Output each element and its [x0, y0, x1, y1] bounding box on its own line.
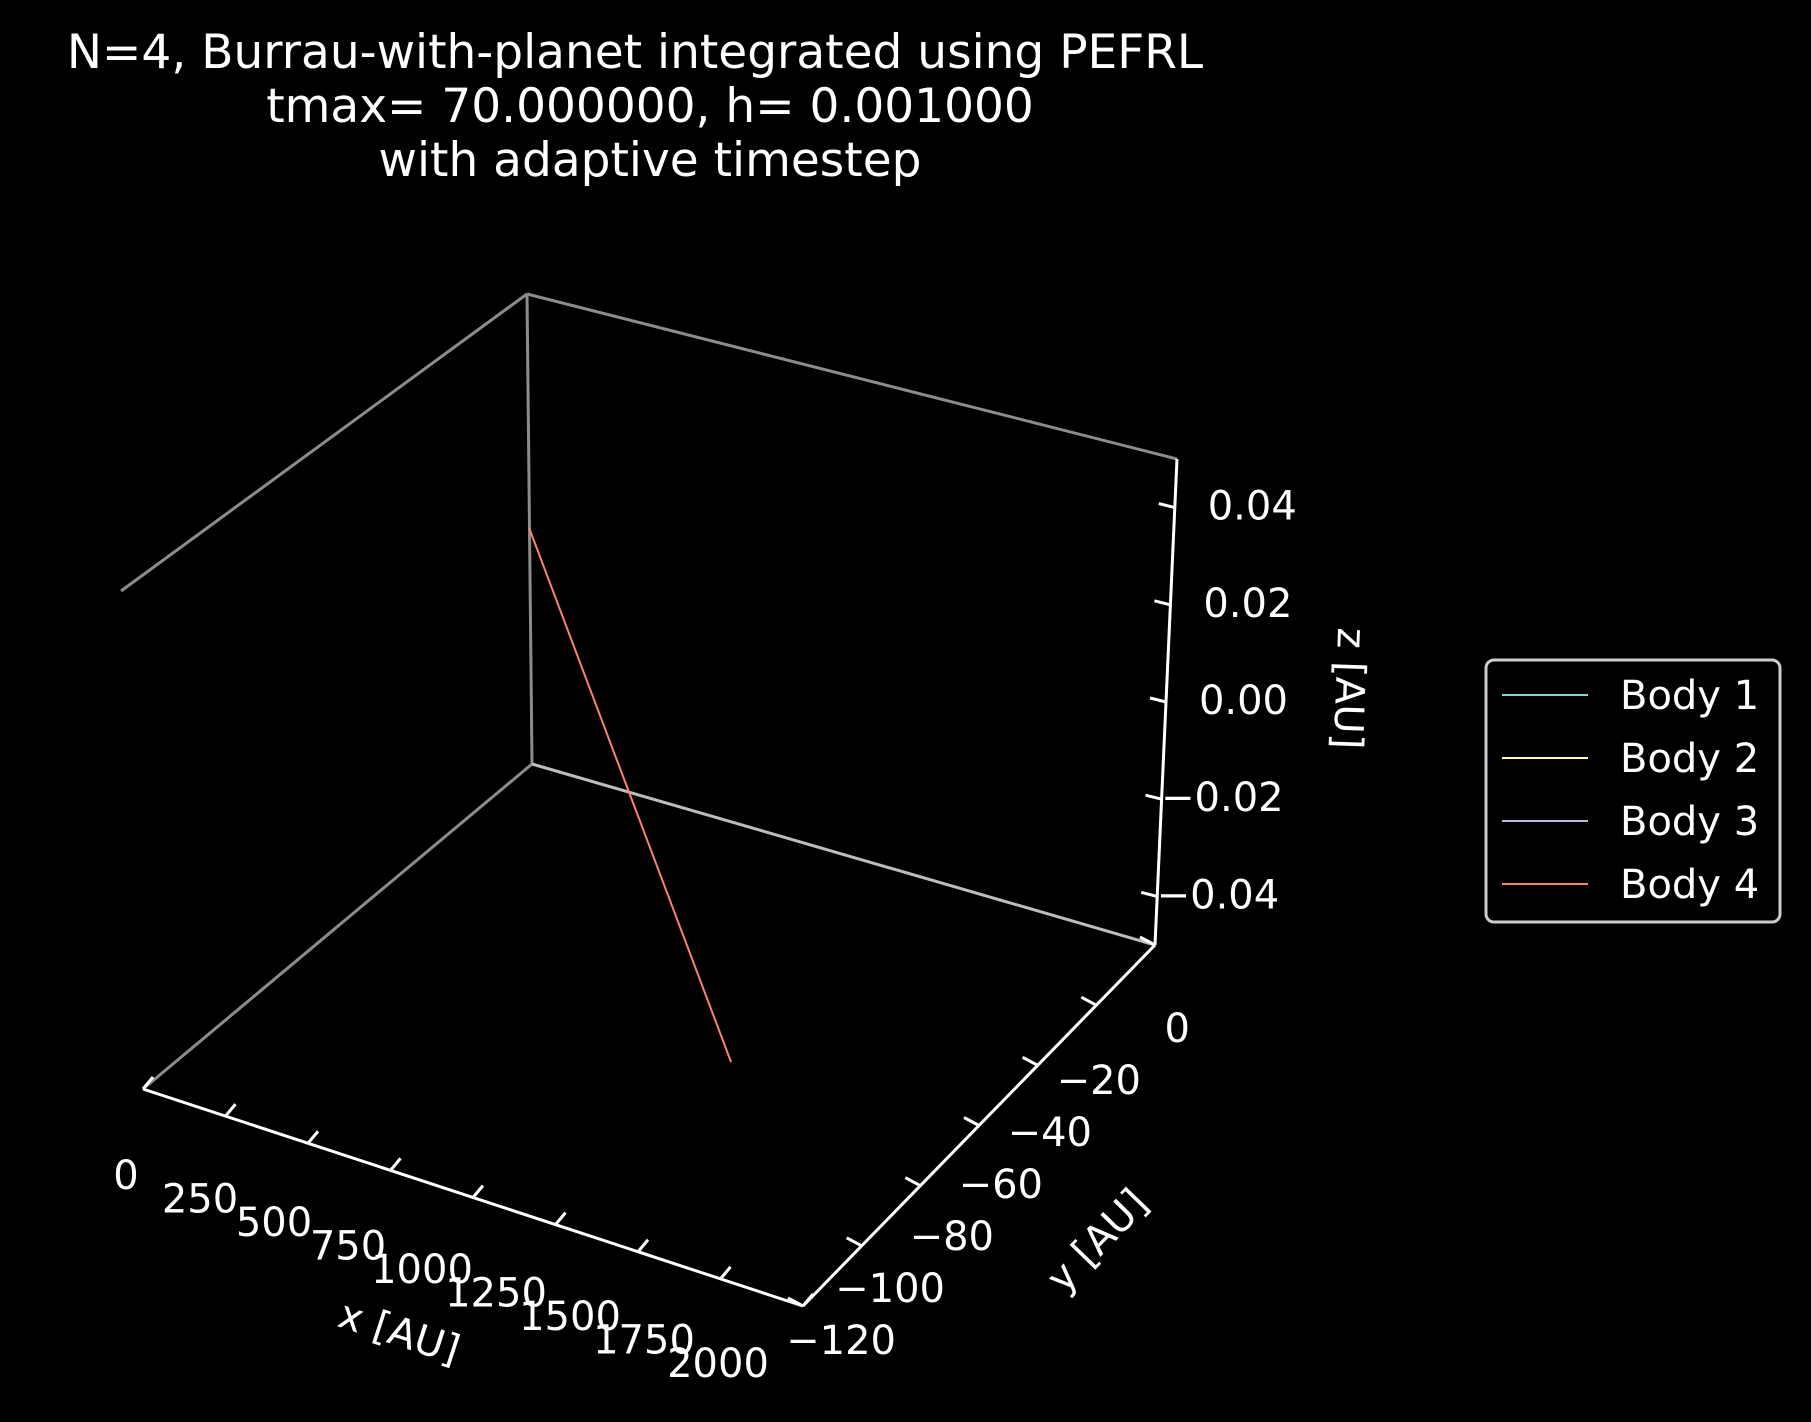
- x-tick-label: 2000: [667, 1341, 769, 1387]
- y-tick-label: −60: [959, 1162, 1043, 1208]
- pane-edges: [120, 292, 1178, 1091]
- pane-edge-top-left: [120, 292, 528, 593]
- legend-label: Body 1: [1620, 673, 1759, 719]
- y-tick-label: −80: [910, 1214, 994, 1260]
- x-tick-label: 1250: [445, 1271, 547, 1317]
- y-tick-mark: [1021, 1056, 1039, 1067]
- x-tick-mark: [719, 1265, 732, 1280]
- z-tick-label: 0.02: [1203, 581, 1292, 627]
- y-tick-label: −100: [835, 1266, 945, 1312]
- x-tick-mark: [224, 1103, 237, 1118]
- x-tick-mark: [306, 1130, 320, 1145]
- y-tick-mark: [904, 1176, 922, 1187]
- legend: Body 1 Body 2 Body 3 Body 4: [1484, 658, 1782, 924]
- z-tick-mark: [1140, 890, 1158, 898]
- z-tick-label: −0.04: [1157, 872, 1280, 918]
- z-tick-label: −0.02: [1161, 775, 1284, 821]
- x-tick-label: 250: [162, 1177, 238, 1223]
- z-tick-label: 0.00: [1199, 678, 1288, 724]
- z-ticks: 0.04 0.02 0.00 −0.02 −0.04: [1140, 484, 1297, 918]
- x-tick-label: 500: [236, 1200, 312, 1246]
- legend-label: Body 3: [1620, 799, 1759, 845]
- z-tick-mark: [1145, 793, 1162, 801]
- x-tick-mark: [554, 1211, 567, 1226]
- legend-label: Body 4: [1620, 862, 1759, 908]
- y-ticks: 0 −20 −40 −60 −80 −100 −120: [786, 935, 1190, 1364]
- chart-title-line-1: N=4, Burrau-with-planet integrated using…: [67, 25, 1203, 80]
- data-lines: [528, 528, 733, 1063]
- y-tick-mark: [1139, 935, 1156, 947]
- z-tick-mark: [1149, 696, 1167, 704]
- z-tick-label: 0.04: [1208, 484, 1297, 530]
- x-tick-mark: [801, 1293, 815, 1307]
- pane-edge-floor-left: [142, 762, 533, 1091]
- y-tick-label: −20: [1057, 1058, 1141, 1104]
- z-tick-mark: [1158, 502, 1176, 510]
- z-tick-mark: [1154, 599, 1171, 607]
- y-tick-label: −120: [786, 1318, 896, 1364]
- y-tick-mark: [963, 1116, 980, 1127]
- z-axis-label: z [AU]: [1324, 627, 1374, 750]
- legend-box: [1484, 658, 1782, 924]
- x-tick-label: 0: [113, 1153, 138, 1199]
- x-tick-mark: [141, 1076, 155, 1090]
- x-tick-label: 750: [310, 1224, 386, 1270]
- x-tick-label: 1750: [593, 1318, 695, 1364]
- y-tick-mark: [1080, 995, 1098, 1007]
- pane-edge-floor-right: [531, 762, 1156, 947]
- y-tick-mark: [787, 1296, 804, 1308]
- pane-edge-top-right: [526, 292, 1178, 461]
- x-tick-mark: [389, 1157, 402, 1172]
- legend-items: Body 1 Body 2 Body 3 Body 4: [1502, 673, 1759, 908]
- y-tick-mark: [845, 1236, 863, 1248]
- x-tick-label: 1500: [519, 1294, 621, 1340]
- y-tick-label: −40: [1008, 1110, 1092, 1156]
- series-line-4: [528, 528, 733, 1063]
- chart-title-line-2: tmax= 70.000000, h= 0.001000: [266, 79, 1034, 134]
- chart-title-line-3: with adaptive timestep: [379, 133, 922, 188]
- x-tick-label: 1000: [371, 1247, 473, 1293]
- x-tick-mark: [471, 1184, 485, 1199]
- y-tick-label: 0: [1165, 1006, 1190, 1052]
- x-tick-mark: [636, 1238, 650, 1253]
- legend-label: Body 2: [1620, 736, 1759, 782]
